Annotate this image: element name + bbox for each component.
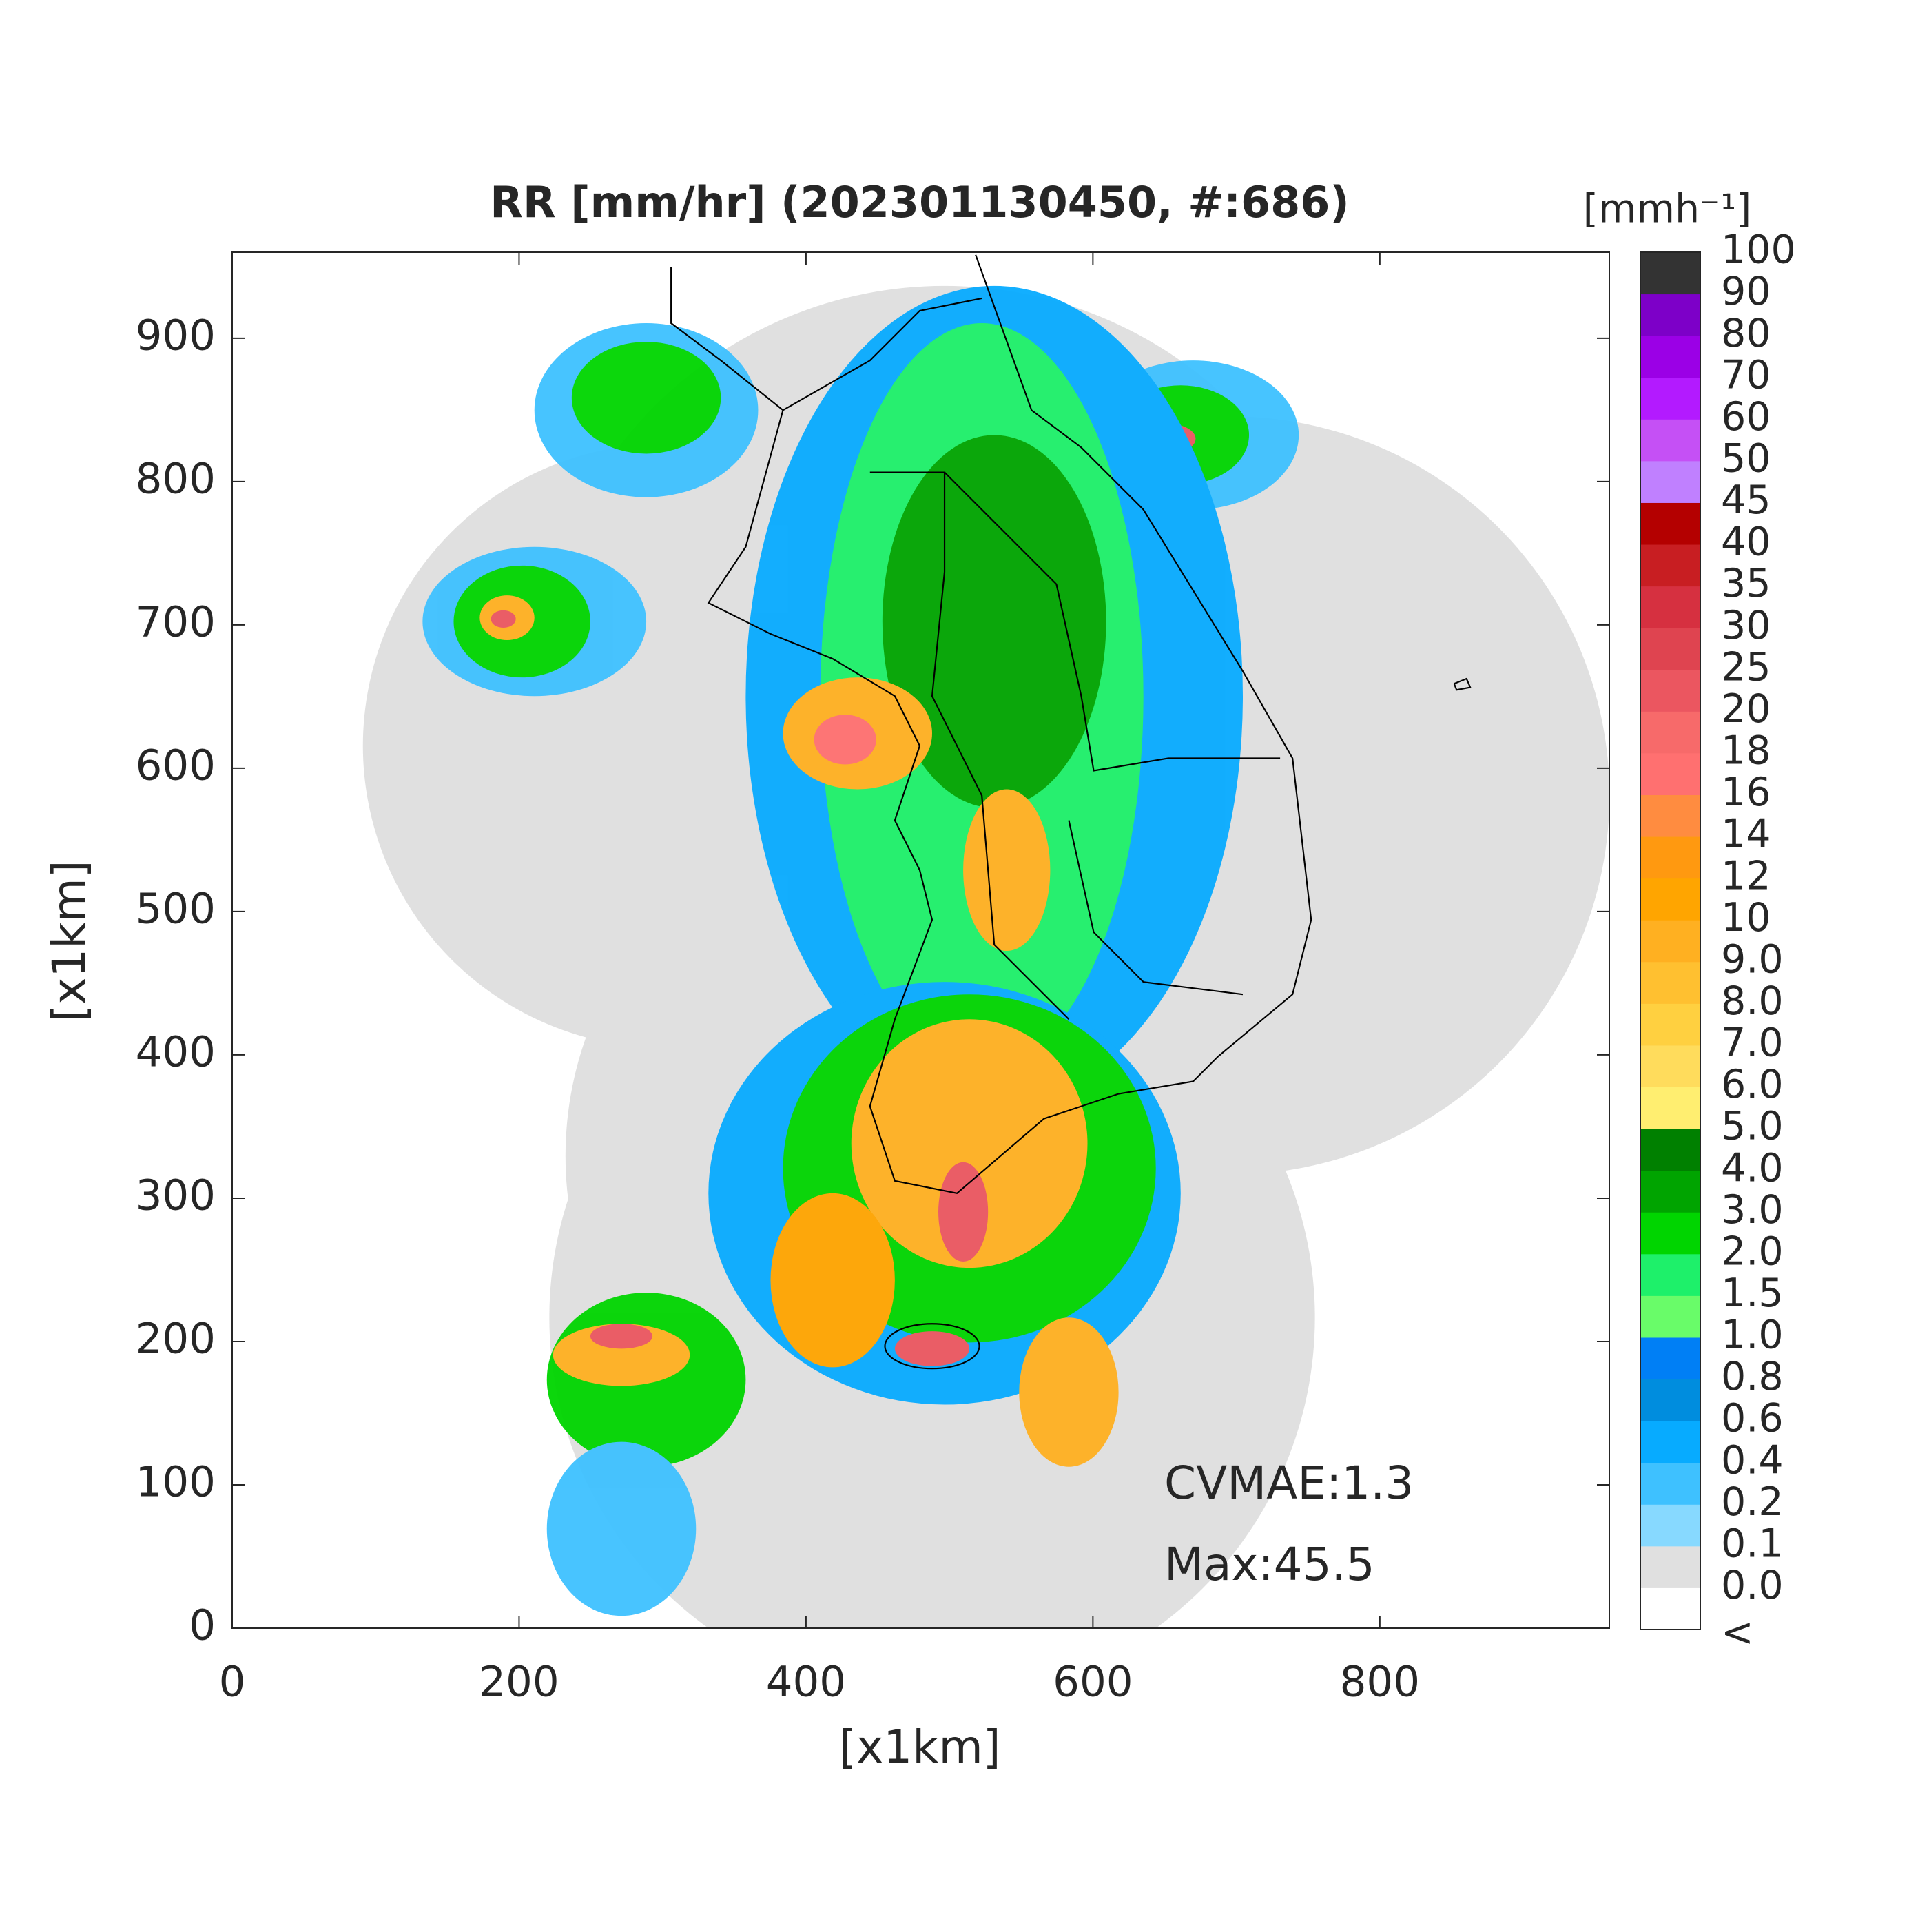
colorbar-segment [1640,1129,1700,1171]
colorbar-segment [1640,419,1700,462]
colorbar-label: 20 [1721,686,1771,732]
colorbar-label: 60 [1721,394,1771,440]
colorbar-segment [1640,460,1700,503]
colorbar-segment [1640,1504,1700,1547]
colorbar-segment [1640,1045,1700,1088]
colorbar-label: 90 [1721,269,1771,314]
colorbar-label: 2.0 [1721,1229,1784,1274]
colorbar-label: 9.0 [1721,936,1784,982]
y-tick-label: 400 [136,1028,216,1077]
colorbar-label: 0.8 [1721,1354,1784,1399]
colorbar-label: 40 [1721,520,1771,565]
colorbar-segment [1640,836,1700,879]
colorbar-label: < [1721,1610,1754,1656]
radar-field [362,254,1609,1628]
chart-title: RR [mm/hr] (202301130450, #:686) [490,177,1350,227]
colorbar-segment [1640,878,1700,921]
colorbar-segment [1640,1545,1700,1588]
colorbar-segment [1640,1170,1700,1213]
colorbar-segment [1640,377,1700,420]
annotation: Max:45.5 [1164,1538,1375,1591]
x-tick-label: 200 [479,1658,559,1707]
colorbar-segment [1640,1337,1700,1380]
colorbar-segment [1640,1421,1700,1463]
colorbar-segment [1640,1379,1700,1421]
plot-frame [231,251,1610,1629]
colorbar-segment [1640,586,1700,628]
colorbar-label: 25 [1721,644,1771,690]
colorbar-segment [1640,544,1700,587]
colorbar-units: [mmh⁻¹] [1583,187,1752,232]
y-tick-label: 800 [136,454,216,503]
colorbar-label: 0.1 [1721,1521,1784,1566]
colorbar-segment [1640,961,1700,1004]
colorbar-label: 5.0 [1721,1104,1784,1149]
y-tick-label: 700 [136,597,216,646]
colorbar-segment [1640,1212,1700,1255]
colorbar-segment [1640,794,1700,837]
colorbar-segment [1640,1587,1700,1630]
colorbar-label: 3.0 [1721,1187,1784,1233]
colorbar-label: 0.0 [1721,1563,1784,1608]
colorbar-segment [1640,294,1700,336]
y-tick-label: 600 [136,741,216,790]
y-tick-label: 300 [136,1171,216,1220]
colorbar-label: 70 [1721,352,1771,398]
colorbar-segment [1640,752,1700,795]
x-axis-label: [x1km] [838,1720,1000,1774]
colorbar-segment [1640,669,1700,712]
colorbar-label: 8.0 [1721,978,1784,1024]
colorbar-label: 0.4 [1721,1437,1784,1483]
colorbar-label: 0.2 [1721,1479,1784,1525]
x-tick-label: 0 [219,1658,246,1707]
colorbar-label: 1.5 [1721,1271,1784,1316]
colorbar-segment [1640,1253,1700,1296]
colorbar-label: 1.0 [1721,1313,1784,1358]
colorbar-label: 6.0 [1721,1062,1784,1107]
colorbar-label: 16 [1721,770,1771,815]
y-tick-label: 500 [136,884,216,933]
colorbar-segment [1640,711,1700,754]
colorbar-label: 7.0 [1721,1020,1784,1066]
colorbar-label: 35 [1721,561,1771,606]
colorbar-label: 4.0 [1721,1145,1784,1191]
colorbar-label: 50 [1721,436,1771,482]
colorbar-segment [1640,920,1700,963]
colorbar-segment [1640,502,1700,545]
colorbar-frame [1640,251,1701,1630]
colorbar-segment [1640,1087,1700,1129]
y-tick-label: 0 [189,1601,216,1650]
colorbar-label: 45 [1721,477,1771,523]
colorbar-label: 10 [1721,895,1771,941]
colorbar-segment [1640,1295,1700,1338]
colorbar-segment [1640,1462,1700,1505]
y-tick-label: 100 [136,1458,216,1507]
colorbar-label: 18 [1721,728,1771,774]
x-tick-label: 800 [1340,1658,1420,1707]
colorbar-label: 100 [1721,227,1796,273]
colorbar-label: 0.6 [1721,1396,1784,1441]
y-axis-label: [x1km] [43,860,96,1022]
x-tick-label: 400 [766,1658,846,1707]
y-tick-label: 200 [136,1315,216,1364]
colorbar-label: 12 [1721,853,1771,898]
colorbar-segment [1640,336,1700,378]
x-tick-label: 600 [1053,1658,1133,1707]
y-tick-label: 900 [136,311,216,360]
colorbar-label: 30 [1721,603,1771,648]
annotation: CVMAE:1.3 [1164,1457,1414,1510]
colorbar-label: 80 [1721,311,1771,356]
colorbar-label: 14 [1721,812,1771,857]
colorbar-segment [1640,628,1700,670]
colorbar-segment [1640,1003,1700,1046]
colorbar-segment [1640,252,1700,295]
